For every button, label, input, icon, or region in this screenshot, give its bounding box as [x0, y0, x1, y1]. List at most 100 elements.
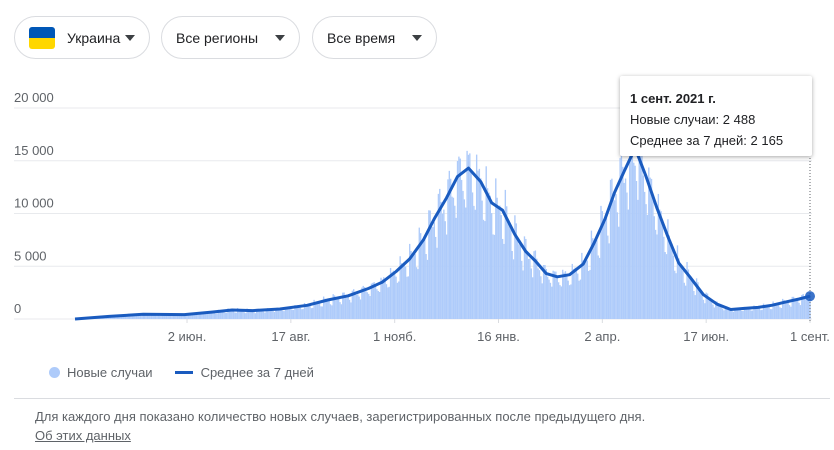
- case-bar: [361, 287, 363, 319]
- case-bar: [281, 310, 284, 319]
- case-bar: [717, 303, 720, 319]
- case-bar: [265, 308, 267, 319]
- case-bar: [516, 239, 519, 319]
- case-bar: [544, 265, 546, 319]
- case-bar: [710, 301, 713, 319]
- case-bar: [508, 224, 511, 319]
- case-bar: [257, 308, 259, 319]
- case-bar: [235, 312, 237, 319]
- case-bar: [734, 308, 736, 319]
- case-bar: [171, 313, 173, 319]
- case-bar: [128, 316, 131, 319]
- case-bar: [548, 279, 550, 319]
- case-bar: [594, 239, 597, 319]
- case-bar: [622, 166, 624, 319]
- case-bar: [434, 236, 437, 319]
- case-bar: [514, 215, 516, 319]
- case-bar: [649, 177, 651, 319]
- x-axis-labels: 2 июн. 17 авг. 1 нояб. 16 янв. 2 апр. 17 июн.…: [168, 319, 830, 344]
- case-bar: [652, 196, 654, 319]
- case-bar: [790, 306, 792, 319]
- case-bar: [706, 293, 709, 319]
- selected-point-marker[interactable]: [805, 291, 815, 302]
- case-bar: [750, 310, 752, 319]
- case-bar: [283, 311, 285, 319]
- case-bar: [407, 276, 410, 319]
- case-bar: [708, 297, 710, 319]
- case-bar: [608, 243, 610, 319]
- case-bar: [307, 304, 310, 319]
- case-bar: [224, 312, 226, 319]
- country-selector[interactable]: Украина: [14, 16, 150, 59]
- case-bar: [433, 222, 435, 319]
- cases-chart[interactable]: 0 5 000 10 000 15 000 20 000 2 июн. 17 авг. 1 …: [0, 0, 834, 360]
- case-bar: [654, 229, 657, 319]
- case-bar: [139, 315, 142, 319]
- case-bar: [771, 309, 773, 319]
- case-bar: [298, 306, 300, 319]
- case-bar: [639, 142, 642, 319]
- about-data-link[interactable]: Об этих данных: [35, 428, 131, 443]
- case-bar: [575, 267, 578, 319]
- case-bar: [798, 302, 800, 319]
- case-bar: [238, 309, 240, 319]
- case-bar: [432, 227, 434, 319]
- case-bar: [762, 303, 765, 319]
- case-bar: [735, 308, 737, 319]
- case-bar: [258, 309, 261, 319]
- case-bar: [400, 263, 403, 319]
- case-bar: [467, 154, 470, 319]
- case-bar: [542, 264, 545, 319]
- case-bar: [671, 243, 673, 319]
- case-bar: [213, 312, 216, 319]
- case-bar: [493, 234, 496, 319]
- case-bar: [205, 314, 207, 319]
- case-bar: [146, 314, 149, 319]
- case-bar: [342, 292, 344, 319]
- case-bar: [478, 168, 481, 319]
- case-bar: [482, 219, 485, 319]
- case-bar: [574, 267, 576, 319]
- case-bar: [653, 216, 655, 319]
- period-selector[interactable]: Все время: [312, 16, 437, 59]
- case-bar: [518, 244, 520, 319]
- case-bar: [198, 312, 201, 319]
- case-bar: [531, 277, 534, 319]
- case-bar: [620, 150, 623, 319]
- case-bar: [773, 303, 776, 319]
- case-bar: [668, 235, 670, 319]
- case-bar: [421, 242, 423, 319]
- case-bar: [234, 312, 236, 319]
- case-bar: [499, 205, 501, 319]
- case-bar: [582, 260, 584, 319]
- case-bar: [266, 308, 269, 319]
- case-bar: [137, 314, 139, 319]
- case-bar: [691, 281, 694, 319]
- case-bar: [674, 270, 676, 319]
- region-selector[interactable]: Все регионы: [161, 16, 300, 59]
- case-bar: [327, 300, 329, 319]
- case-bar: [612, 194, 614, 319]
- case-bar: [399, 256, 401, 319]
- case-bar: [615, 194, 617, 319]
- case-bar: [221, 310, 224, 319]
- case-bar: [204, 313, 206, 319]
- case-bar: [475, 154, 478, 319]
- case-bar: [187, 315, 190, 319]
- case-bar: [163, 314, 165, 319]
- case-bar: [126, 315, 128, 319]
- case-bar: [138, 315, 140, 319]
- case-bar: [271, 310, 273, 319]
- chevron-down-icon: [125, 34, 135, 41]
- case-bar: [626, 192, 628, 319]
- case-bar: [581, 252, 583, 319]
- case-bar: [760, 310, 762, 319]
- case-bar: [648, 167, 650, 319]
- case-bar: [682, 270, 684, 319]
- case-bar: [429, 210, 431, 319]
- case-bar: [194, 314, 196, 319]
- case-bar: [786, 302, 788, 319]
- case-bar: [366, 292, 369, 319]
- case-bar: [633, 162, 635, 319]
- case-bar: [526, 250, 528, 319]
